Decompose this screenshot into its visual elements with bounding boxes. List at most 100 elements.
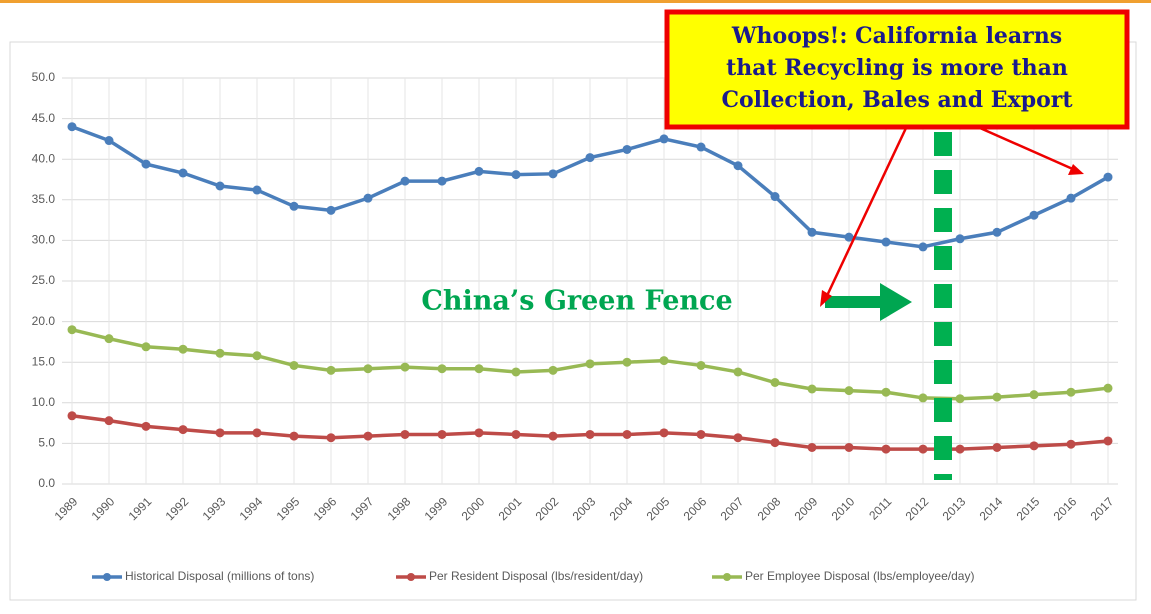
marker — [252, 351, 262, 361]
red-arrow — [979, 126, 1076, 172]
marker — [955, 444, 965, 454]
marker — [844, 386, 854, 396]
y-tick-label: 30.0 — [32, 233, 56, 247]
annotation: China’s Green Fence — [421, 286, 732, 317]
y-tick-label: 40.0 — [32, 151, 56, 165]
marker — [1066, 193, 1076, 203]
marker — [807, 227, 817, 237]
marker — [437, 364, 447, 374]
marker — [67, 325, 77, 335]
marker — [215, 428, 225, 438]
marker — [548, 169, 558, 179]
marker — [178, 425, 188, 435]
top-bar — [0, 0, 1151, 3]
marker — [1066, 439, 1076, 449]
marker — [585, 359, 595, 369]
marker — [992, 392, 1002, 402]
marker — [844, 442, 854, 452]
marker — [1029, 441, 1039, 451]
marker — [807, 442, 817, 452]
marker — [252, 428, 262, 438]
legend: Historical Disposal (millions of tons) Pe… — [92, 569, 974, 583]
legend-label: Historical Disposal (millions of tons) — [125, 569, 314, 583]
red-arrowhead — [820, 290, 832, 307]
marker — [622, 429, 632, 439]
marker — [326, 205, 336, 215]
marker — [178, 344, 188, 354]
marker — [585, 153, 595, 163]
callout-line: that Recycling is more than — [726, 55, 1068, 81]
marker — [696, 429, 706, 439]
marker — [474, 166, 484, 176]
marker — [363, 364, 373, 374]
marker — [881, 387, 891, 397]
legend-marker — [723, 573, 731, 581]
y-tick-label: 20.0 — [32, 314, 56, 328]
marker — [511, 367, 521, 377]
marker — [178, 168, 188, 178]
marker — [622, 144, 632, 154]
marker — [511, 170, 521, 180]
marker — [844, 232, 854, 242]
marker — [1103, 383, 1113, 393]
marker — [289, 201, 299, 211]
marker — [141, 342, 151, 352]
marker — [437, 176, 447, 186]
marker — [918, 393, 928, 403]
red-arrow — [823, 127, 908, 301]
marker — [104, 334, 114, 344]
legend-label: Per Employee Disposal (lbs/employee/day) — [745, 569, 974, 583]
marker — [918, 242, 928, 252]
marker — [1103, 436, 1113, 446]
marker — [659, 356, 669, 366]
marker — [400, 362, 410, 372]
y-tick-label: 45.0 — [32, 111, 56, 125]
marker — [437, 429, 447, 439]
marker — [585, 429, 595, 439]
marker — [400, 176, 410, 186]
marker — [659, 428, 669, 438]
marker — [659, 134, 669, 144]
marker — [881, 237, 891, 247]
callout-line: Collection, Bales and Export — [721, 87, 1073, 113]
marker — [1029, 210, 1039, 220]
marker — [474, 428, 484, 438]
marker — [252, 185, 262, 195]
marker — [770, 192, 780, 202]
legend-label: Per Resident Disposal (lbs/resident/day) — [429, 569, 643, 583]
marker — [807, 384, 817, 394]
marker — [733, 433, 743, 443]
marker — [511, 429, 521, 439]
marker — [104, 136, 114, 146]
marker — [474, 364, 484, 374]
marker — [363, 431, 373, 441]
marker — [289, 360, 299, 370]
marker — [733, 367, 743, 377]
legend-marker — [407, 573, 415, 581]
marker — [770, 438, 780, 448]
y-tick-label: 5.0 — [38, 436, 55, 450]
marker — [67, 122, 77, 132]
y-tick-label: 0.0 — [38, 476, 55, 490]
marker — [548, 431, 558, 441]
callout-line: Whoops!: California learns — [731, 23, 1062, 49]
marker — [400, 429, 410, 439]
marker — [955, 234, 965, 244]
marker — [326, 433, 336, 443]
marker — [141, 159, 151, 169]
marker — [696, 142, 706, 152]
marker — [1029, 390, 1039, 400]
marker — [696, 360, 706, 370]
green-arrow — [825, 283, 912, 321]
y-tick-label: 35.0 — [32, 192, 56, 206]
marker — [1103, 172, 1113, 182]
marker — [141, 421, 151, 431]
marker — [215, 181, 225, 191]
marker — [289, 431, 299, 441]
callout-box — [664, 9, 1130, 130]
legend-marker — [103, 573, 111, 581]
marker — [733, 161, 743, 171]
marker — [881, 444, 891, 454]
marker — [67, 411, 77, 421]
